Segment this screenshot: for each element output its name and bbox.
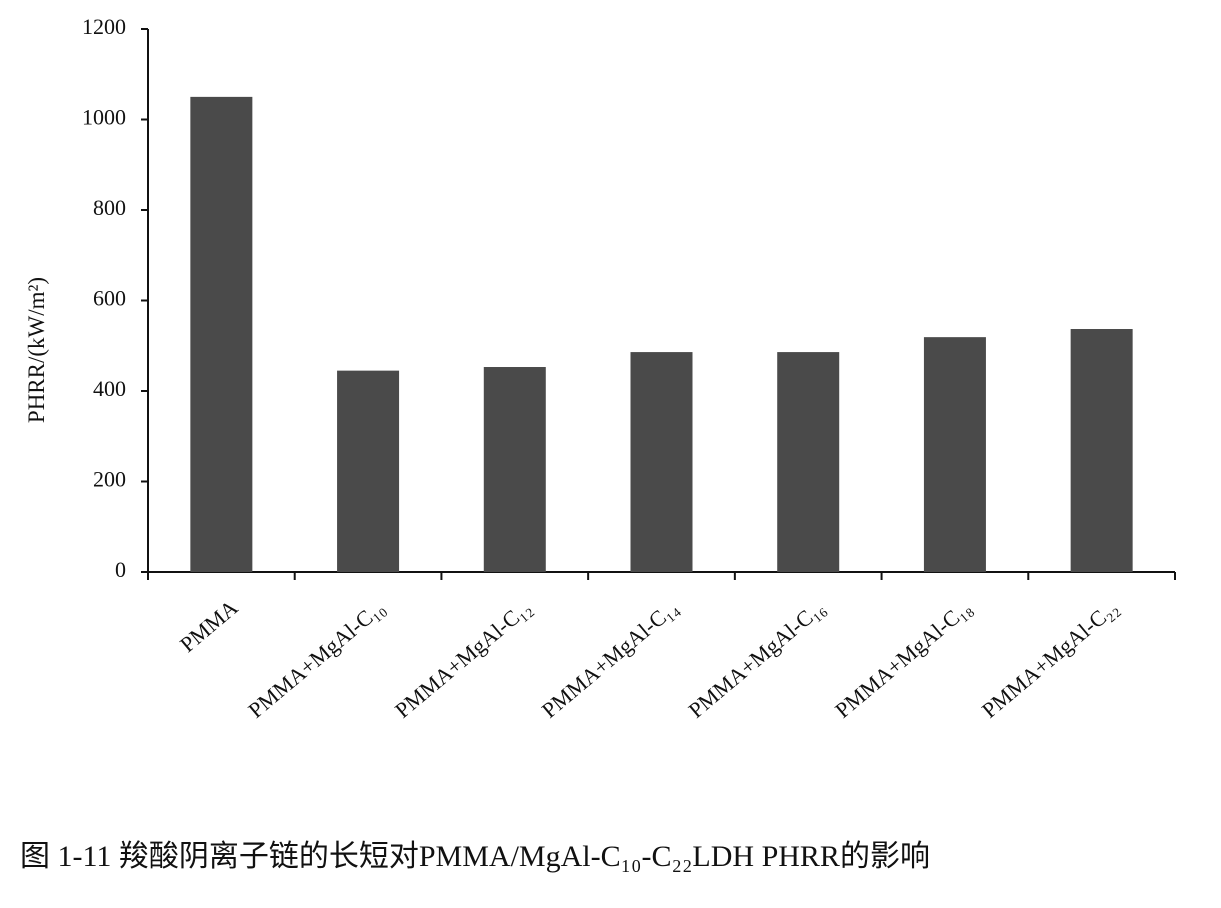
bar — [337, 370, 400, 572]
y-tick-label: 800 — [93, 195, 126, 220]
y-tick-label: 400 — [93, 376, 126, 401]
y-tick-label: 0 — [115, 557, 126, 582]
x-tick-label: PMMA+MgAl-C₁₂ — [390, 595, 536, 723]
x-tick-label: PMMA+MgAl-C₁₄ — [537, 595, 683, 723]
bar — [630, 352, 693, 572]
y-tick-label: 200 — [93, 467, 126, 492]
x-tick-label: PMMA+MgAl-C₁₀ — [243, 595, 389, 723]
bar — [190, 96, 253, 572]
y-axis-label: PHRR/(kW/m²) — [24, 277, 49, 423]
x-tick-label: PMMA+MgAl-C₂₂ — [977, 595, 1123, 723]
y-tick-label: 1200 — [82, 14, 126, 39]
y-tick-label: 1000 — [82, 105, 126, 130]
caption: 图 1-11 羧酸阴离子链的长短对PMMA/MgAl-C₁₀-C₂₂LDH PH… — [20, 840, 930, 873]
x-tick-label: PMMA+MgAl-C₁₆ — [683, 595, 829, 723]
bar — [777, 352, 840, 572]
bar — [1070, 329, 1133, 572]
y-tick-label: 600 — [93, 286, 126, 311]
x-tick-label: PMMA+MgAl-C₁₈ — [830, 595, 976, 723]
bar — [483, 367, 546, 572]
x-tick-label: PMMA — [175, 595, 243, 657]
bar — [923, 337, 986, 572]
